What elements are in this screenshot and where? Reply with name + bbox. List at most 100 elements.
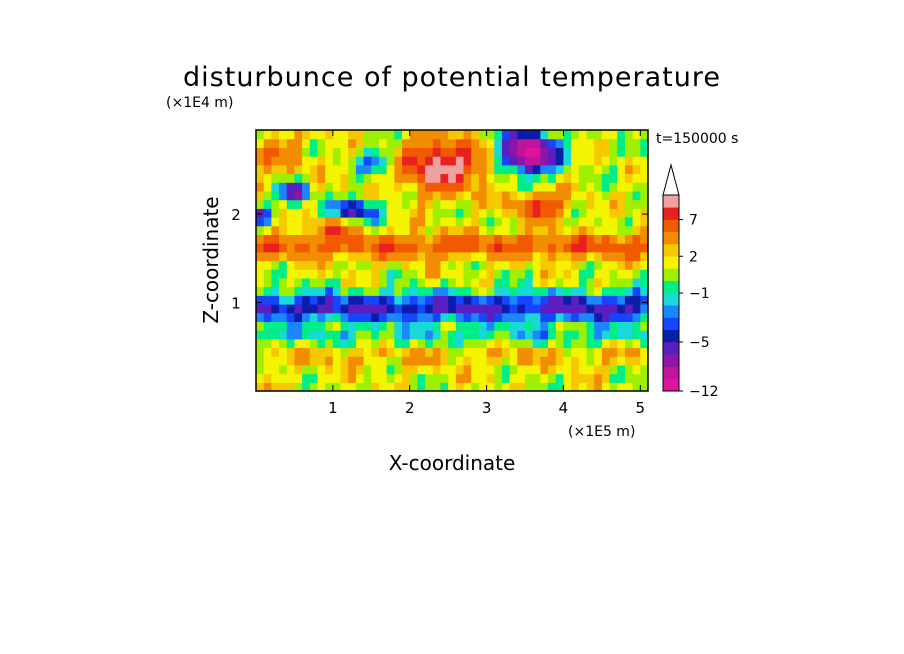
contour-cell	[594, 321, 603, 331]
contour-cell	[563, 164, 572, 175]
contour-cell	[394, 251, 403, 262]
contour-cell	[417, 173, 426, 183]
contour-cell	[601, 338, 611, 349]
contour-cell	[640, 199, 648, 209]
x-tick-label: 5	[636, 399, 646, 417]
contour-cell	[348, 138, 357, 148]
contour-cell	[302, 190, 311, 201]
contour-cell	[256, 173, 265, 183]
contour-cell	[286, 199, 296, 209]
contour-cell	[394, 217, 403, 227]
contour-cell	[548, 347, 557, 357]
contour-cell	[509, 164, 518, 175]
contour-cell	[532, 190, 541, 201]
contour-cell	[540, 347, 549, 357]
contour-cell	[325, 260, 334, 270]
contour-cell	[640, 382, 648, 391]
contour-cell	[501, 208, 511, 218]
contour-cell	[571, 208, 580, 218]
contour-cell	[363, 243, 372, 253]
contour-cell	[409, 182, 419, 192]
contour-cell	[594, 138, 603, 148]
contour-cell	[471, 277, 480, 288]
contour-cell	[571, 199, 580, 209]
contour-cell	[394, 156, 403, 166]
contour-cell	[578, 321, 588, 331]
contour-cell	[525, 251, 534, 262]
contour-cell	[540, 356, 549, 366]
contour-cell	[378, 330, 388, 340]
contour-cell	[624, 251, 634, 262]
contour-cell	[525, 217, 534, 227]
contour-cell	[463, 356, 472, 366]
contour-cell	[525, 190, 534, 201]
contour-cell	[302, 156, 311, 166]
contour-cell	[501, 356, 511, 366]
contour-cell	[394, 199, 403, 209]
contour-cell	[332, 364, 342, 375]
contour-cell	[417, 251, 426, 262]
contour-cell	[478, 217, 488, 227]
contour-cell	[286, 243, 296, 253]
contour-cell	[432, 321, 442, 331]
contour-cell	[571, 260, 580, 270]
contour-cell	[517, 243, 526, 253]
contour-cell	[294, 382, 303, 391]
contour-cell	[302, 199, 311, 209]
contour-cell	[286, 138, 296, 148]
contour-cell	[325, 347, 334, 357]
contour-cell	[601, 286, 611, 296]
contour-cell	[501, 321, 511, 331]
contour-cell	[340, 164, 349, 175]
contour-cell	[378, 208, 388, 218]
contour-cell	[432, 295, 442, 305]
contour-cell	[440, 321, 449, 331]
contour-cell	[355, 182, 365, 192]
contour-cell	[624, 199, 634, 209]
contour-cell	[463, 373, 472, 383]
contour-cell	[279, 130, 288, 140]
contour-cell	[371, 373, 380, 383]
contour-cell	[617, 243, 626, 253]
contour-cell	[417, 286, 426, 296]
contour-cell	[486, 234, 495, 244]
contour-cell	[348, 382, 357, 391]
contour-cell	[632, 130, 641, 140]
contour-cell	[271, 347, 280, 357]
contour-cell	[525, 138, 534, 148]
contour-cell	[624, 208, 634, 218]
contour-cell	[578, 286, 588, 296]
contour-cell	[640, 338, 648, 349]
contour-cell	[463, 225, 472, 235]
contour-cell	[540, 251, 549, 262]
contour-cell	[371, 156, 380, 166]
colorbar-segment	[663, 305, 679, 318]
contour-cell	[263, 382, 272, 391]
contour-cell	[494, 338, 503, 349]
contour-cell	[271, 251, 280, 262]
contour-cell	[386, 225, 395, 235]
contour-cell	[555, 330, 565, 340]
contour-cell	[640, 373, 648, 383]
contour-cell	[486, 243, 495, 253]
contour-cell	[486, 373, 495, 383]
contour-cell	[340, 277, 349, 288]
contour-cell	[632, 251, 641, 262]
contour-cell	[340, 130, 349, 140]
contour-cell	[517, 286, 526, 296]
contour-cell	[332, 182, 342, 192]
y-tick-label: 1	[231, 295, 241, 313]
contour-cell	[417, 304, 426, 314]
contour-cell	[632, 156, 641, 166]
contour-cell	[525, 373, 534, 383]
contour-cell	[494, 330, 503, 340]
contour-cell	[355, 338, 365, 349]
contour-cell	[571, 286, 580, 296]
contour-cell	[478, 338, 488, 349]
contour-cell	[617, 199, 626, 209]
contour-cell	[363, 304, 372, 314]
contour-cell	[448, 330, 457, 340]
contour-cell	[256, 338, 265, 349]
contour-cell	[271, 199, 280, 209]
contour-cell	[348, 269, 357, 279]
